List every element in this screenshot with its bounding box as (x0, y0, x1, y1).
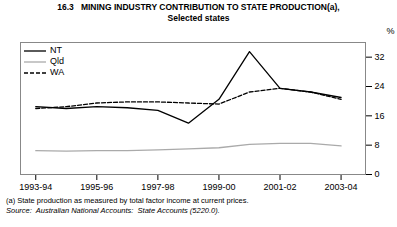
svg-text:8: 8 (375, 140, 380, 150)
html-text:WA: WA (50, 67, 65, 77)
svg-text:1993-94: 1993-94 (19, 182, 52, 192)
svg-text:0: 0 (375, 169, 380, 179)
html-text:Source: Australian National Ac: Source: Australian National Accounts: St… (6, 206, 220, 215)
svg-text:1995-96: 1995-96 (80, 182, 113, 192)
svg-text:16: 16 (375, 111, 385, 121)
html-text:NT: NT (50, 45, 62, 55)
html-text:Selected states: Selected states (167, 13, 230, 23)
svg-text:2003-04: 2003-04 (325, 182, 358, 192)
html-text:(a) State production as measur: (a) State production as measured by tota… (6, 196, 249, 205)
svg-text:32: 32 (375, 52, 385, 62)
svg-text:1999-00: 1999-00 (202, 182, 235, 192)
html-text:Qld: Qld (50, 56, 64, 66)
svg-text:%: % (386, 26, 394, 36)
html-text:16.3 MINING INDUSTRY CONTRIBUT: 16.3 MINING INDUSTRY CONTRIBUTION TO STA… (57, 2, 340, 12)
svg-text:1997-98: 1997-98 (141, 182, 174, 192)
svg-text:2001-02: 2001-02 (263, 182, 296, 192)
svg-text:24: 24 (375, 81, 385, 91)
